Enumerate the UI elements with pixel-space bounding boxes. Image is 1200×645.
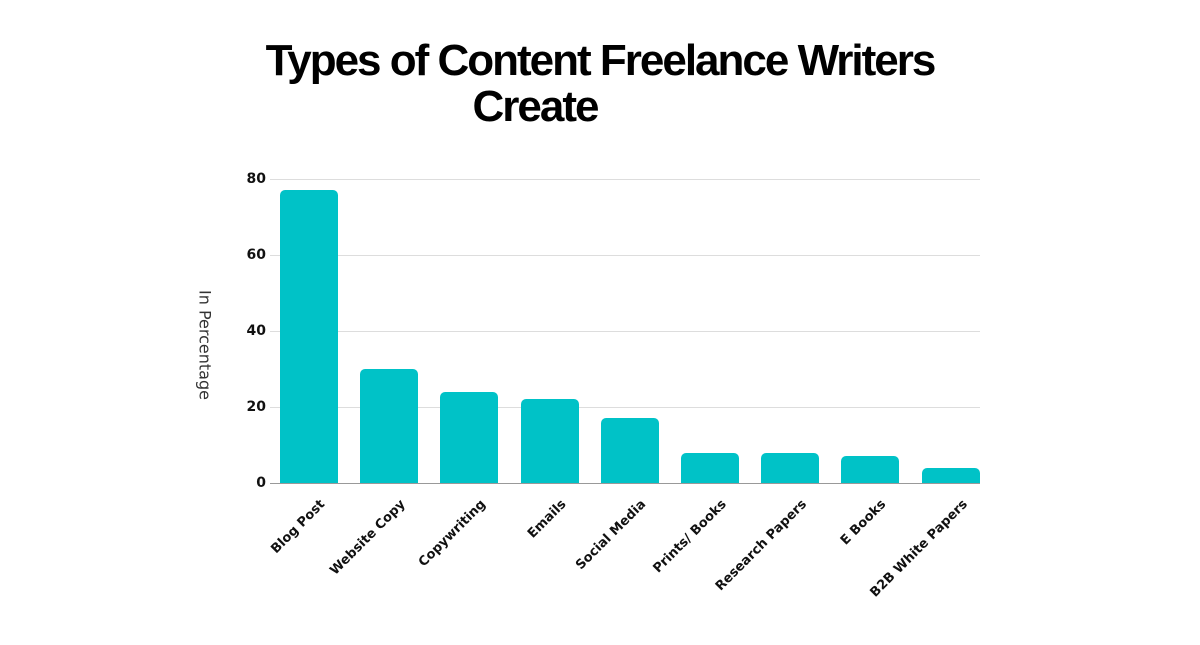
- x-tick-label: Emails: [524, 497, 570, 542]
- bar: [520, 399, 579, 483]
- x-tick-label: E Books: [838, 497, 890, 549]
- gridline: [270, 331, 980, 332]
- bar: [761, 452, 820, 483]
- bar: [280, 190, 338, 483]
- y-tick-label: 0: [256, 475, 266, 491]
- x-axis-line: [270, 483, 980, 484]
- chart-title-line-1: Types of Content Freelance Writers: [265, 36, 937, 85]
- chart-title-line-2: Create: [472, 82, 600, 131]
- x-tick-label: Copywriting: [416, 497, 490, 571]
- y-tick-label: 80: [246, 171, 266, 187]
- x-tick-label: Website Copy: [327, 497, 409, 579]
- bar: [440, 391, 499, 483]
- x-tick-label: Blog Post: [268, 497, 329, 557]
- bar: [600, 418, 659, 483]
- bar: [841, 456, 900, 483]
- bar: [921, 467, 980, 483]
- gridline: [270, 179, 980, 180]
- y-tick-label: 20: [246, 399, 266, 415]
- y-tick-label: 40: [246, 323, 266, 339]
- x-tick-label: Social Media: [572, 497, 649, 574]
- x-tick-label: Prints/ Books: [650, 497, 730, 577]
- x-tick-label: Research Papers: [713, 497, 811, 595]
- y-tick-label: 60: [246, 247, 266, 263]
- gridline: [270, 407, 980, 408]
- y-axis-label: In Percentage: [195, 290, 215, 400]
- gridline: [270, 255, 980, 256]
- bar: [681, 452, 739, 483]
- bar: [360, 369, 419, 483]
- chart-title: Types of Content Freelance Writers Creat…: [0, 38, 1200, 130]
